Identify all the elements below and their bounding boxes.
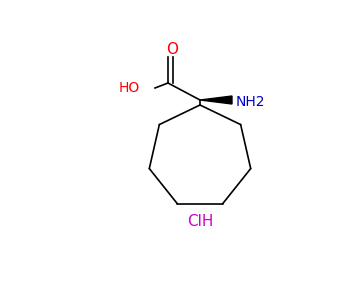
Polygon shape [200, 96, 232, 104]
Text: NH2: NH2 [236, 95, 265, 109]
Text: HO: HO [119, 81, 140, 95]
Text: ClH: ClH [187, 214, 213, 229]
Text: O: O [167, 41, 179, 56]
